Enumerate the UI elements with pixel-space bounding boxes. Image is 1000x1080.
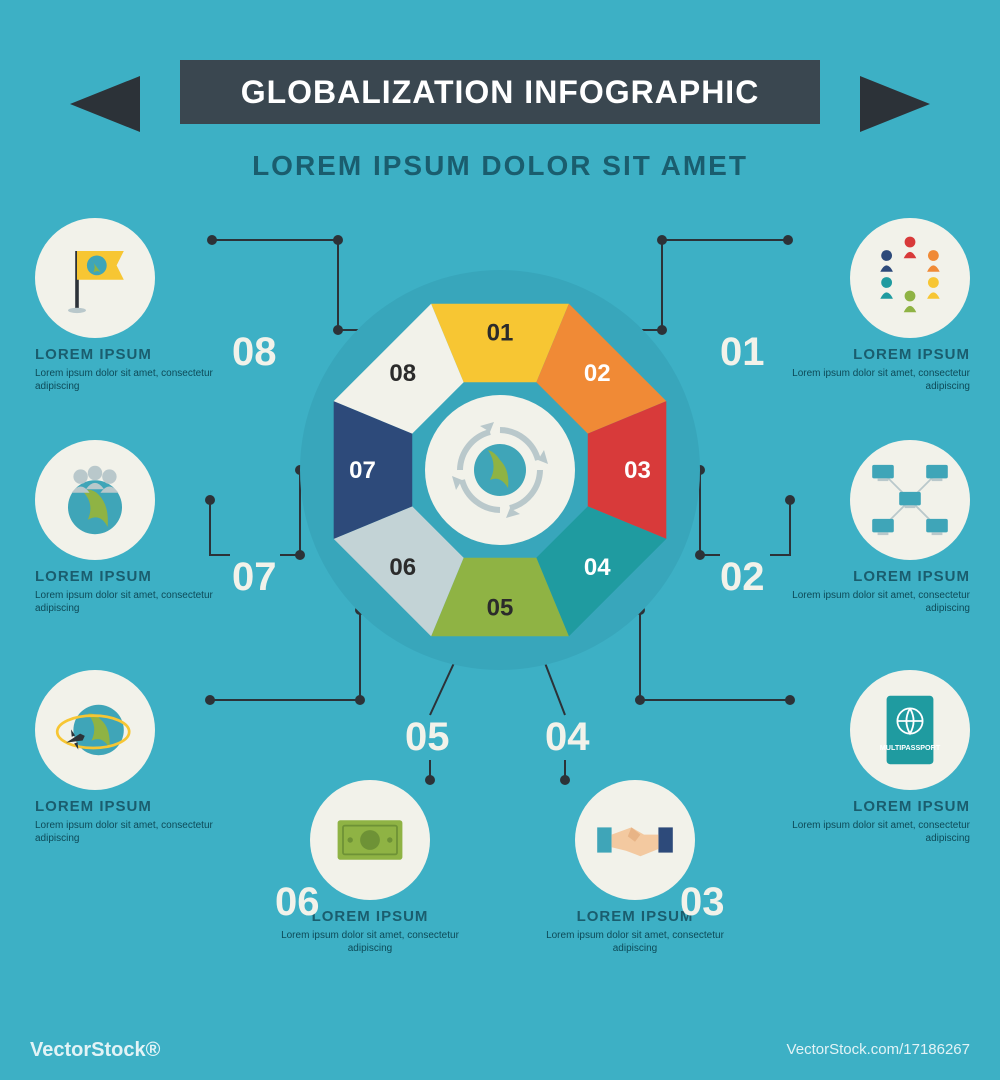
item-06: LOREM IPSUM Lorem ipsum dolor sit amet, c… <box>35 670 215 845</box>
globe-plane-icon <box>35 670 155 790</box>
item-07-title: LOREM IPSUM <box>35 568 215 585</box>
money-icon <box>310 780 430 900</box>
chart-segment-label-07: 07 <box>349 457 376 484</box>
item-03: MULTIPASSPORT LOREM IPSUM Lorem ipsum dolo… <box>790 670 970 845</box>
item-02: LOREM IPSUM Lorem ipsum dolor sit amet, c… <box>790 440 970 615</box>
connector-dot <box>657 235 667 245</box>
item-06-desc: Lorem ipsum dolor sit amet, consectetur … <box>35 819 215 845</box>
item-04-desc: Lorem ipsum dolor sit amet, consectetur … <box>545 929 725 955</box>
item-07: LOREM IPSUM Lorem ipsum dolor sit amet, c… <box>35 440 215 615</box>
outer-number-08: 08 <box>232 330 277 375</box>
item-01-desc: Lorem ipsum dolor sit amet, consectetur … <box>790 367 970 393</box>
connector-dot <box>295 550 305 560</box>
item-07-desc: Lorem ipsum dolor sit amet, consectetur … <box>35 589 215 615</box>
outer-number-01: 01 <box>720 330 765 375</box>
item-06-title: LOREM IPSUM <box>35 798 215 815</box>
item-08-title: LOREM IPSUM <box>35 346 215 363</box>
ribbon-title: GLOBALIZATION INFOGRAPHIC <box>241 74 760 111</box>
handshake-icon <box>575 780 695 900</box>
passport-icon: MULTIPASSPORT <box>850 670 970 790</box>
svg-text:MULTIPASSPORT: MULTIPASSPORT <box>880 743 941 752</box>
item-02-title: LOREM IPSUM <box>790 568 970 585</box>
item-02-desc: Lorem ipsum dolor sit amet, consectetur … <box>790 589 970 615</box>
ribbon-tail-right <box>860 76 930 132</box>
globe-people-icon <box>35 440 155 560</box>
outer-number-04: 04 <box>545 715 590 760</box>
people-circle-icon <box>850 218 970 338</box>
globe-arrows-icon <box>450 420 550 520</box>
octagon-chart: 01 02 03 04 05 06 07 08 <box>320 290 680 650</box>
network-icon <box>850 440 970 560</box>
item-05: LOREM IPSUMLorem ipsum dolor sit amet, c… <box>280 780 460 955</box>
item-03-title: LOREM IPSUM <box>790 798 970 815</box>
ribbon-body: GLOBALIZATION INFOGRAPHIC <box>180 60 820 124</box>
chart-segment-label-08: 08 <box>389 360 416 387</box>
chart-segment-label-04: 04 <box>584 554 611 581</box>
item-08: LOREM IPSUM Lorem ipsum dolor sit amet, c… <box>35 218 215 393</box>
connector-dot <box>355 695 365 705</box>
chart-segment-label-06: 06 <box>389 554 416 581</box>
outer-number-02: 02 <box>720 555 765 600</box>
chart-segment-label-05: 05 <box>487 595 514 622</box>
connector-dot <box>635 695 645 705</box>
chart-segment-label-03: 03 <box>624 457 651 484</box>
watermark-logo: VectorStock® <box>30 1039 160 1062</box>
item-03-desc: Lorem ipsum dolor sit amet, consectetur … <box>790 819 970 845</box>
chart-segment-label-01: 01 <box>487 320 514 347</box>
outer-number-07: 07 <box>232 555 277 600</box>
chart-center-circle <box>425 395 575 545</box>
item-04: LOREM IPSUMLorem ipsum dolor sit amet, c… <box>545 780 725 955</box>
connector-dot <box>333 235 343 245</box>
item-01: LOREM IPSUM Lorem ipsum dolor sit amet, c… <box>790 218 970 393</box>
chart-segment-label-02: 02 <box>584 360 611 387</box>
item-05-desc: Lorem ipsum dolor sit amet, consectetur … <box>280 929 460 955</box>
outer-number-03: 03 <box>680 880 725 925</box>
flag-globe-icon <box>35 218 155 338</box>
outer-number-05: 05 <box>405 715 450 760</box>
infographic-canvas: GLOBALIZATION INFOGRAPHIC LOREM IPSUM DO… <box>0 0 1000 1080</box>
outer-number-06: 06 <box>275 880 320 925</box>
title-ribbon: GLOBALIZATION INFOGRAPHIC <box>120 54 880 130</box>
connector-dot <box>695 550 705 560</box>
item-08-desc: Lorem ipsum dolor sit amet, consectetur … <box>35 367 215 393</box>
item-01-title: LOREM IPSUM <box>790 346 970 363</box>
ribbon-tail-left <box>70 76 140 132</box>
watermark-id: VectorStock.com/17186267 <box>787 1041 970 1058</box>
